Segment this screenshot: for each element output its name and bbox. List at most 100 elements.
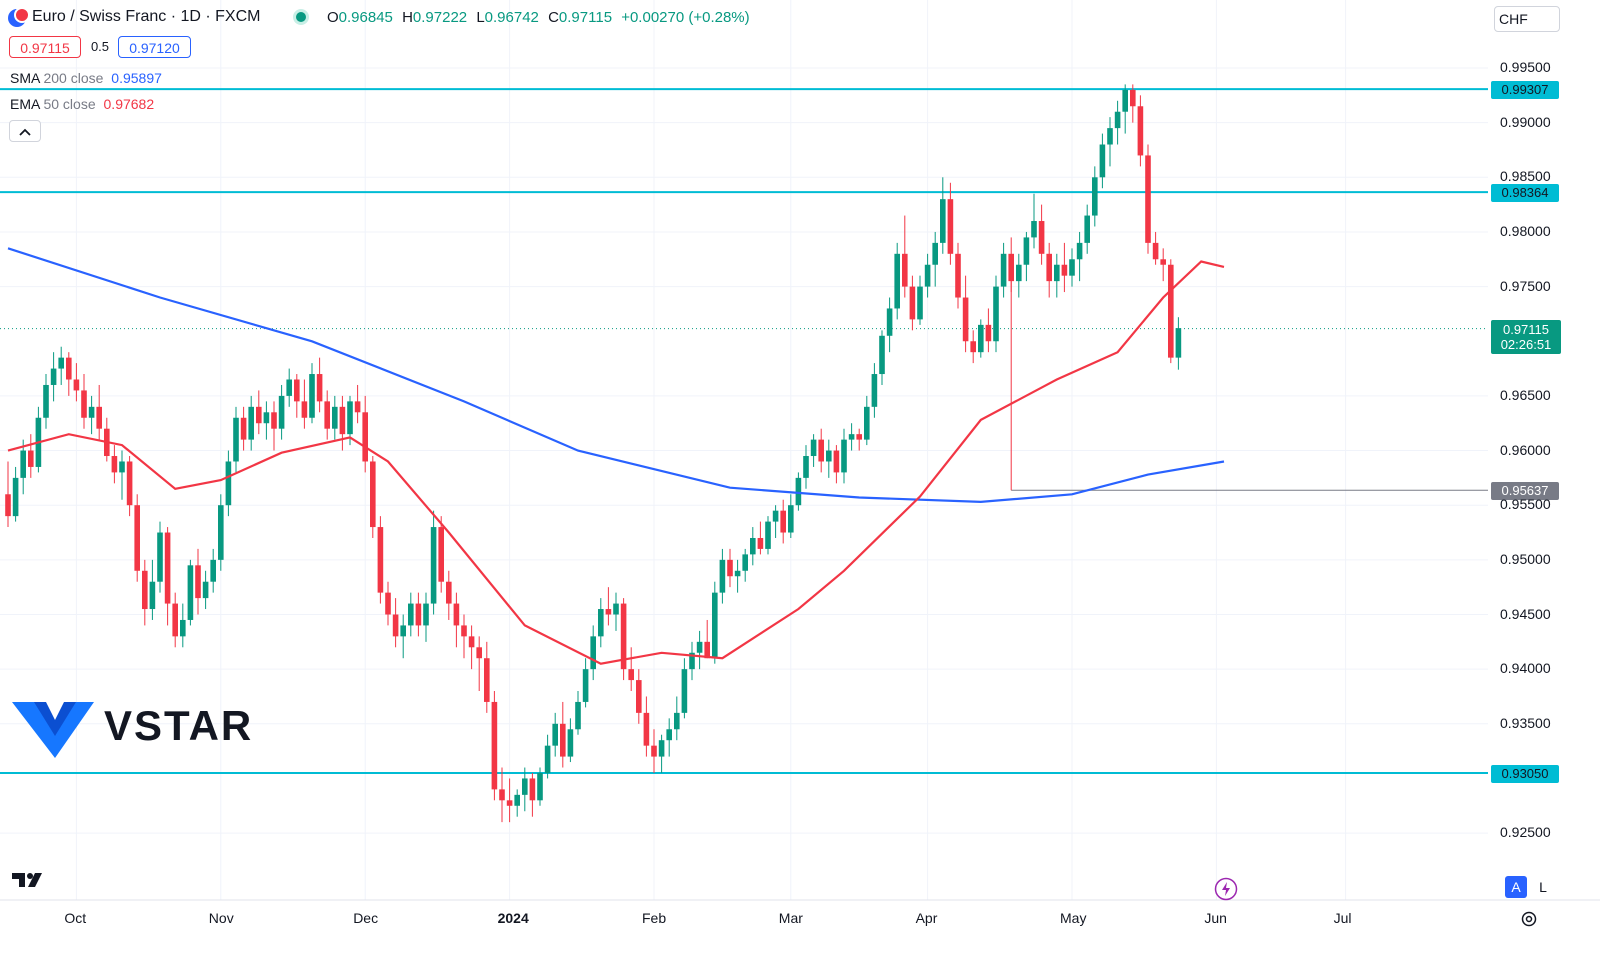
log-scale-button[interactable]: L (1539, 879, 1547, 895)
y-tick-label: 0.98000 (1500, 222, 1551, 239)
horizontal-levels (0, 88, 1488, 774)
candle-body (1069, 259, 1075, 276)
candle-body (628, 669, 634, 681)
candle-body (871, 374, 878, 407)
candle-body (195, 565, 201, 599)
candle-body (1137, 106, 1144, 156)
close-value: 0.97115 (558, 9, 613, 26)
auto-scale-button[interactable]: A (1505, 876, 1527, 898)
candle-body (734, 570, 741, 577)
symbol-title[interactable]: Euro / Swiss Franc · 1D · FXCM (32, 8, 261, 25)
candle-body (50, 368, 57, 385)
open-label: O (327, 9, 339, 26)
candle-body (780, 510, 786, 533)
candle-body (370, 461, 376, 528)
candle-body (803, 456, 809, 478)
candle-body (377, 527, 384, 593)
candle-body (294, 379, 300, 402)
candle-body (210, 559, 216, 582)
candle-body (674, 712, 680, 730)
gear-icon[interactable] (1520, 910, 1538, 928)
currency-button[interactable]: CHF (1494, 6, 1560, 32)
candle-body (248, 406, 254, 440)
ema-indicator-legend[interactable]: EMA 50 close 0.97682 (10, 96, 154, 112)
x-tick-label: Jul (1333, 910, 1352, 926)
candle-body (1031, 221, 1037, 238)
candle-body (354, 401, 361, 413)
candle-body (575, 701, 581, 730)
candles (5, 84, 1182, 823)
candle-body (81, 390, 87, 418)
tradingview-logo[interactable] (12, 871, 46, 889)
candle-body (841, 439, 847, 473)
candle-body (1114, 111, 1121, 129)
candle-body (788, 505, 794, 533)
candle-body (332, 406, 338, 429)
candle-body (689, 652, 695, 670)
y-tick-label: 0.92500 (1500, 824, 1551, 841)
candle-body (864, 406, 870, 440)
candle-body (681, 669, 688, 713)
candle-body (233, 417, 239, 462)
y-tick-label: 0.95000 (1500, 550, 1551, 567)
candle-body (461, 625, 467, 637)
candle-body (88, 406, 95, 418)
lightning-icon[interactable] (1214, 877, 1238, 901)
candle-body (126, 461, 133, 506)
candle-body (392, 614, 399, 637)
y-tick-label: 0.97500 (1500, 277, 1551, 294)
candle-body (765, 521, 771, 549)
x-tick-label: Dec (353, 910, 379, 926)
sma-name: SMA (10, 70, 40, 86)
candle-body (453, 603, 460, 626)
buy-price-button[interactable]: 0.97120 (118, 36, 191, 58)
candle-body (316, 374, 323, 402)
x-tick-label: Nov (208, 910, 234, 926)
vstar-logo-icon (12, 702, 94, 758)
ema50-line (7, 260, 1225, 665)
candle-body (544, 745, 551, 773)
sma200-line (7, 247, 1225, 504)
candle-body (886, 308, 893, 336)
ohlc-row: O0.96845 H0.97222 L0.96742 C0.97115 +0.0… (327, 9, 750, 26)
candle-body (1160, 259, 1166, 265)
y-tick-label: 0.96500 (1500, 386, 1551, 403)
change-value: +0.00270 (+0.28%) (621, 9, 750, 26)
candle-body (172, 603, 178, 637)
candle-body (324, 401, 330, 429)
candle-body (651, 745, 657, 757)
sell-price-button[interactable]: 0.97115 (9, 36, 81, 58)
candle-body (590, 636, 596, 670)
candle-body (438, 527, 444, 582)
ema-params: 50 close (43, 96, 96, 112)
collapse-legend-button[interactable] (9, 120, 41, 142)
candle-body (742, 554, 748, 571)
chevron-up-icon (19, 128, 31, 136)
candle-body (1168, 264, 1174, 358)
grid (0, 0, 1600, 901)
candle-body (613, 603, 619, 615)
candle-body (446, 581, 452, 604)
candle-body (43, 384, 49, 418)
sma-indicator-legend[interactable]: SMA 200 close 0.95897 (10, 70, 162, 86)
flag-icon-overlay (14, 7, 30, 23)
candle-body (643, 712, 650, 746)
sma-value: 0.95897 (111, 70, 162, 86)
candle-body (301, 401, 308, 418)
candle-body (1076, 242, 1083, 260)
sma-params: 200 close (43, 70, 104, 86)
candle-body (12, 477, 19, 517)
candle-body (400, 625, 406, 637)
candle-body (468, 636, 475, 648)
candle-body (924, 264, 931, 287)
candle-body (423, 603, 429, 626)
candle-body (271, 412, 277, 429)
candle-body (111, 456, 118, 473)
candle-body (856, 434, 862, 440)
candle-body (567, 729, 574, 757)
candle-body (1175, 328, 1182, 358)
candle-body (993, 286, 999, 342)
low-label: L (476, 9, 485, 26)
y-tick-label: 0.95500 (1500, 496, 1551, 513)
